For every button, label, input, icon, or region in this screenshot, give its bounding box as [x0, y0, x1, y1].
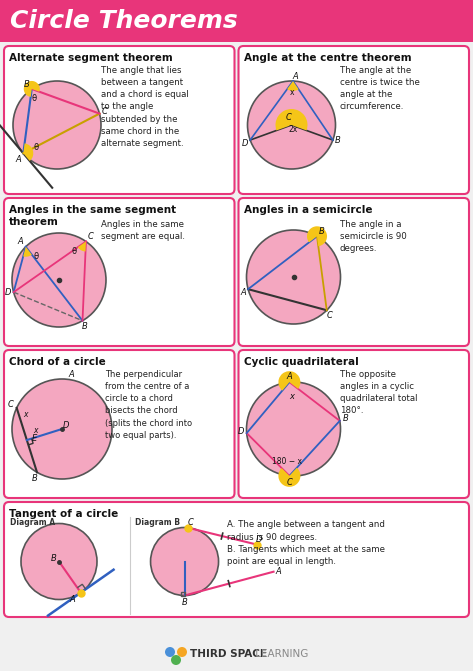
Text: A: A — [240, 288, 246, 297]
Text: x: x — [290, 87, 294, 97]
Circle shape — [150, 527, 219, 595]
Circle shape — [12, 379, 112, 479]
Circle shape — [13, 81, 101, 169]
Bar — [0, 0, 473, 42]
Text: Angles in a semicircle: Angles in a semicircle — [244, 205, 372, 215]
Text: θ: θ — [33, 252, 38, 261]
Text: A. The angle between a tangent and
radius is 90 degrees.
B. Tangents which meet : A. The angle between a tangent and radiu… — [227, 520, 385, 566]
Text: D: D — [242, 138, 248, 148]
Wedge shape — [24, 81, 40, 97]
Wedge shape — [307, 226, 327, 246]
Circle shape — [165, 647, 175, 657]
Text: Chord of a circle: Chord of a circle — [9, 357, 106, 367]
Text: E: E — [32, 433, 37, 443]
Text: A: A — [287, 372, 292, 380]
Text: B: B — [182, 598, 187, 607]
FancyBboxPatch shape — [4, 502, 469, 617]
Text: Angle at the centre theorem: Angle at the centre theorem — [244, 53, 411, 63]
Circle shape — [247, 81, 335, 169]
Circle shape — [12, 233, 106, 327]
Text: B: B — [82, 322, 88, 331]
Text: Angles in the same
segment are equal.: Angles in the same segment are equal. — [101, 220, 185, 241]
Text: Tangent of a circle: Tangent of a circle — [9, 509, 118, 519]
Text: C: C — [188, 518, 193, 527]
Text: The opposite
angles in a cyclic
quadrilateral total
180°.: The opposite angles in a cyclic quadrila… — [340, 370, 417, 415]
Wedge shape — [279, 468, 300, 487]
Text: LEARNING: LEARNING — [252, 649, 308, 659]
FancyBboxPatch shape — [238, 46, 469, 194]
Text: The perpendicular
from the centre of a
circle to a chord
bisects the chord
(spli: The perpendicular from the centre of a c… — [105, 370, 193, 440]
Text: 2x: 2x — [289, 125, 298, 134]
Text: A: A — [70, 595, 76, 604]
Circle shape — [246, 382, 341, 476]
Text: D: D — [255, 535, 262, 544]
Text: A: A — [276, 567, 281, 576]
Text: Circle Theorems: Circle Theorems — [10, 9, 238, 33]
Text: C: C — [327, 311, 333, 320]
Text: θ: θ — [31, 95, 36, 103]
Text: D: D — [63, 421, 69, 429]
Text: Cyclic quadrilateral: Cyclic quadrilateral — [244, 357, 358, 367]
FancyBboxPatch shape — [238, 198, 469, 346]
Wedge shape — [287, 81, 298, 91]
Text: The angle in a
semicircle is 90
degrees.: The angle in a semicircle is 90 degrees. — [340, 220, 407, 253]
Bar — [181, 592, 184, 595]
Text: B: B — [319, 227, 325, 236]
Text: D: D — [4, 288, 11, 297]
Text: The angle at the
centre is twice the
angle at the
circumference.: The angle at the centre is twice the ang… — [340, 66, 420, 111]
Text: C: C — [102, 107, 107, 116]
Circle shape — [246, 230, 341, 324]
FancyBboxPatch shape — [4, 46, 235, 194]
Text: x: x — [34, 425, 38, 435]
Text: C: C — [287, 478, 292, 487]
Wedge shape — [78, 242, 86, 252]
Text: D: D — [237, 427, 244, 435]
Circle shape — [177, 647, 187, 657]
Text: θ: θ — [34, 143, 39, 152]
Text: Angles in the same segment
theorem: Angles in the same segment theorem — [9, 205, 176, 227]
Circle shape — [171, 655, 181, 665]
Text: x: x — [289, 392, 294, 401]
Text: B: B — [24, 81, 30, 89]
Text: 180 − x: 180 − x — [272, 458, 302, 466]
Text: B: B — [343, 414, 349, 423]
Text: θ: θ — [71, 247, 77, 256]
Text: x: x — [24, 411, 28, 419]
Wedge shape — [23, 144, 33, 161]
Text: B: B — [32, 474, 38, 483]
Text: C: C — [286, 113, 291, 121]
Text: Diagram B: Diagram B — [134, 518, 180, 527]
Wedge shape — [275, 109, 307, 130]
Text: A: A — [16, 155, 21, 164]
Text: The angle that lies
between a tangent
and a chord is equal
to the angle
subtende: The angle that lies between a tangent an… — [101, 66, 189, 148]
Circle shape — [21, 523, 97, 599]
Text: THIRD SPACE: THIRD SPACE — [190, 649, 267, 659]
FancyBboxPatch shape — [238, 350, 469, 498]
FancyBboxPatch shape — [4, 198, 235, 346]
Text: A: A — [69, 370, 75, 379]
Text: C: C — [8, 401, 14, 409]
Text: B: B — [51, 554, 57, 563]
Text: Diagram A: Diagram A — [10, 518, 55, 527]
Wedge shape — [23, 247, 32, 257]
Text: C: C — [88, 232, 94, 241]
Text: A: A — [18, 238, 24, 246]
FancyBboxPatch shape — [4, 350, 235, 498]
Text: A: A — [292, 72, 298, 81]
Text: B: B — [335, 136, 341, 144]
Wedge shape — [279, 371, 300, 391]
Text: Alternate segment theorem: Alternate segment theorem — [9, 53, 173, 63]
